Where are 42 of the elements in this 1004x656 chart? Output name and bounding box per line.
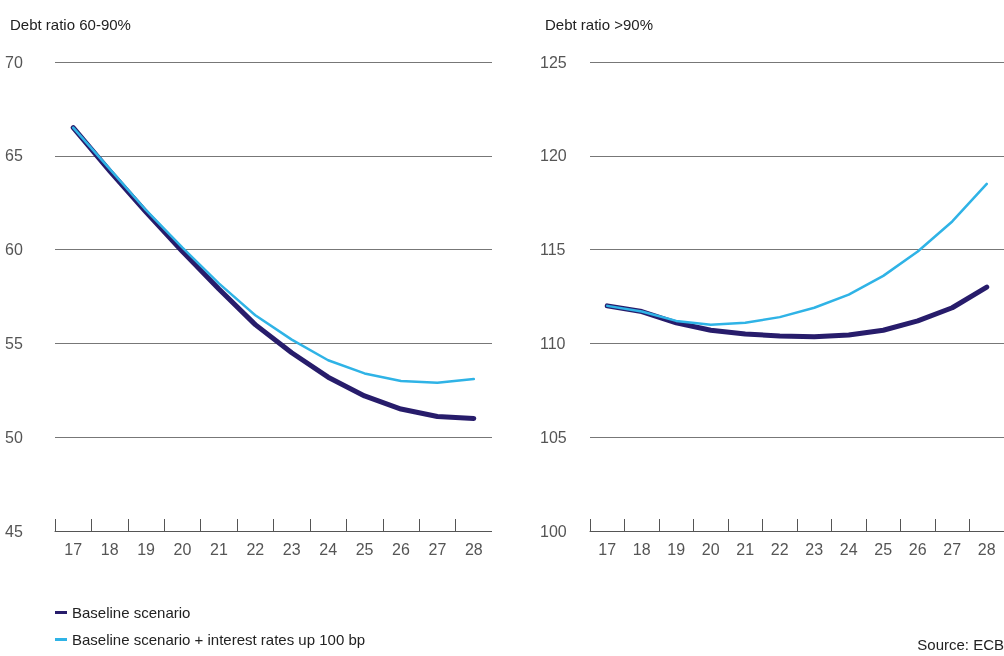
- x-tick-label: 20: [701, 540, 720, 558]
- line-series: [606, 182, 988, 326]
- x-tick-label: 25: [355, 540, 374, 558]
- y-tick-label: 50: [5, 428, 23, 446]
- x-tick-label: 20: [173, 540, 192, 558]
- y-tick-label: 105: [540, 428, 567, 446]
- x-tick-label: 25: [874, 540, 893, 558]
- x-tick-label: 27: [428, 540, 447, 558]
- x-tick-label: 23: [805, 540, 824, 558]
- y-tick-label: 100: [540, 522, 567, 540]
- chart-title: Debt ratio >90%: [545, 16, 653, 33]
- y-tick-label: 110: [540, 334, 566, 352]
- x-tick-label: 23: [282, 540, 301, 558]
- y-tick-label: 65: [5, 147, 23, 165]
- x-tick-label: 17: [64, 540, 83, 558]
- x-tick-label: 24: [319, 540, 338, 558]
- x-tick-label: 19: [137, 540, 156, 558]
- x-tick-label: 24: [839, 540, 858, 558]
- y-tick-label: 60: [5, 241, 23, 259]
- x-tick-label: 18: [100, 540, 119, 558]
- source-note: Source: ECB: [917, 636, 1004, 653]
- x-tick-label: 21: [736, 540, 755, 558]
- chart-title: Debt ratio 60-90%: [10, 16, 131, 33]
- y-tick-label: 115: [540, 241, 566, 259]
- x-tick-label: 22: [246, 540, 265, 558]
- x-tick-label: 21: [209, 540, 228, 558]
- x-tick-label: 22: [770, 540, 789, 558]
- x-tick-label: 27: [943, 540, 962, 558]
- legend-label: Baseline scenario + interest rates up 100 bp: [72, 631, 366, 648]
- x-tick-label: 26: [908, 540, 927, 558]
- x-tick-label: 18: [632, 540, 651, 558]
- x-tick-label: 19: [667, 540, 686, 558]
- y-tick-label: 70: [5, 53, 23, 71]
- x-tick-label: 26: [392, 540, 410, 558]
- x-tick-label: 17: [598, 540, 617, 558]
- legend-label: Baseline scenario: [72, 604, 191, 621]
- y-tick-label: 45: [5, 522, 23, 540]
- y-tick-label: 125: [540, 53, 567, 71]
- y-tick-label: 55: [5, 334, 23, 352]
- x-tick-label: 28: [464, 540, 483, 558]
- y-tick-label: 120: [540, 147, 567, 165]
- x-tick-label: 28: [977, 540, 996, 558]
